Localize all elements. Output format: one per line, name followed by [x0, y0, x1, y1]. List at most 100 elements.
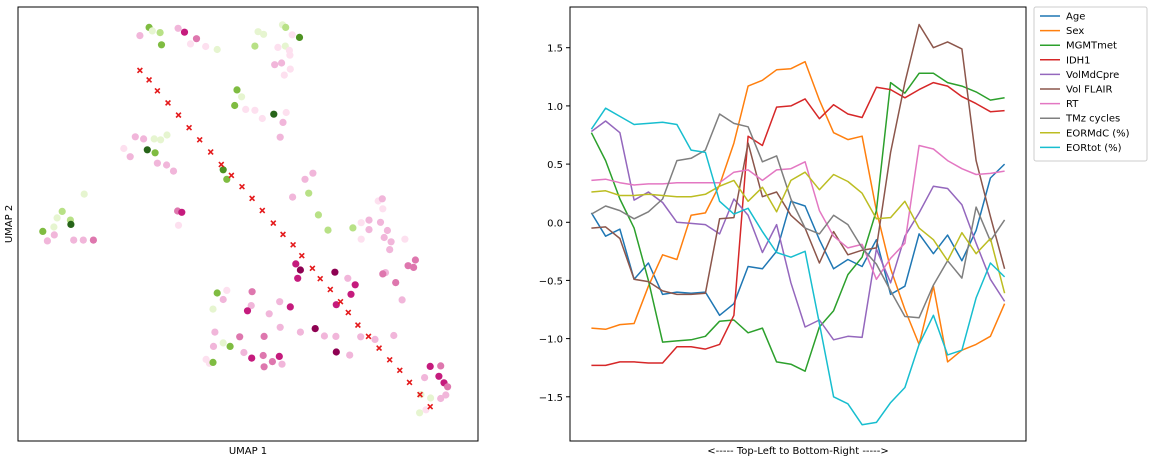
series-line: [591, 144, 1005, 281]
umap-sample-point: [427, 394, 435, 402]
feature-y-axis-ticks: −1.5 −1.0 −0.5 0.0 0.5 1.0 1.5: [539, 44, 570, 404]
trajectory-marker: [218, 161, 225, 168]
series-line: [591, 171, 1006, 294]
umap-scatter-marks: [39, 21, 452, 417]
umap-sample-point: [404, 262, 412, 270]
umap-sample-point: [331, 268, 339, 276]
y-tick-label: 0.5: [547, 160, 563, 171]
umap-sample-point: [365, 226, 373, 234]
trajectory-marker: [376, 345, 383, 352]
trajectory-marker: [280, 231, 286, 238]
umap-sample-point: [150, 135, 158, 143]
umap-sample-point: [442, 391, 450, 399]
umap-sample-point: [332, 332, 340, 340]
umap-sample-point: [296, 328, 304, 336]
umap-sample-point: [282, 23, 290, 31]
umap-sample-point: [260, 332, 268, 340]
umap-sample-point: [259, 351, 267, 360]
trajectory-marker: [196, 136, 203, 143]
umap-sample-point: [301, 175, 309, 183]
umap-sample-point: [258, 114, 266, 123]
umap-sample-point: [120, 144, 128, 153]
umap-sample-point: [70, 236, 78, 244]
umap-sample-point: [213, 289, 221, 297]
umap-sample-point: [296, 266, 304, 274]
umap-sample-point: [282, 108, 290, 117]
umap-sample-point: [305, 189, 313, 197]
umap-x-axis-label: UMAP 1: [229, 446, 267, 457]
y-tick-label: 1.5: [547, 44, 563, 55]
umap-sample-point: [251, 42, 259, 50]
umap-sample-point: [247, 302, 255, 310]
umap-sample-point: [157, 136, 165, 144]
umap-sample-point: [50, 231, 58, 239]
trajectory-marker: [186, 124, 193, 131]
umap-sample-point: [213, 45, 221, 54]
trajectory-marker: [317, 275, 324, 282]
trajectory-marker: [298, 252, 305, 259]
umap-sample-point: [286, 51, 294, 59]
umap-sample-point: [387, 238, 395, 246]
umap-sample-point: [320, 332, 328, 340]
umap-sample-point: [279, 118, 287, 126]
umap-sample-point: [437, 394, 445, 403]
trajectory-marker: [327, 286, 334, 293]
umap-sample-point: [278, 59, 286, 67]
feature-x-axis-label: <----- Top-Left to Bottom-Right ----->: [707, 446, 889, 457]
feature-lines: [590, 23, 1006, 426]
umap-sample-point: [295, 33, 304, 42]
umap-sample-point: [265, 310, 273, 318]
umap-sample-point: [357, 235, 365, 243]
y-tick-label: −1.5: [539, 393, 563, 404]
umap-sample-point: [435, 372, 443, 380]
trajectory-marker: [386, 356, 393, 363]
umap-sample-point: [174, 221, 183, 229]
umap-sample-point: [140, 135, 148, 143]
umap-sample-point: [254, 28, 262, 36]
umap-sample-point: [169, 167, 178, 175]
umap-sample-point: [209, 305, 217, 313]
umap-y-axis-label: UMAP 2: [4, 205, 15, 243]
umap-sample-point: [349, 224, 357, 232]
umap-sample-point: [157, 41, 166, 49]
umap-sample-point: [223, 286, 231, 294]
trajectory-marker: [259, 207, 266, 214]
series-line: [590, 107, 1006, 426]
legend-label: VolMdCpre: [1066, 70, 1119, 81]
umap-sample-point: [380, 233, 388, 242]
umap-sample-point: [50, 223, 58, 231]
umap-sample-point: [398, 296, 406, 304]
umap-sample-point: [136, 31, 144, 40]
umap-sample-point: [58, 207, 66, 215]
umap-sample-point: [294, 274, 302, 282]
feature-plot-frame: [569, 6, 1027, 442]
umap-sample-point: [332, 301, 340, 309]
umap-sample-point: [143, 146, 151, 154]
umap-sample-point: [275, 352, 283, 360]
umap-sample-point: [67, 220, 75, 228]
umap-sample-point: [148, 27, 156, 35]
trajectory-marker: [417, 391, 423, 398]
umap-sample-point: [437, 362, 445, 370]
umap-sample-point: [344, 274, 352, 282]
umap-sample-point: [314, 211, 322, 219]
trajectory-marker: [228, 172, 235, 179]
umap-sample-point: [444, 383, 452, 391]
legend-label: EORtot (%): [1066, 143, 1122, 154]
y-tick-label: −0.5: [539, 276, 563, 287]
umap-sample-point: [131, 133, 139, 141]
trajectory-marker: [290, 241, 297, 248]
umap-sample-point: [236, 333, 244, 341]
umap-sample-point: [238, 93, 246, 101]
umap-sample-point: [240, 348, 248, 357]
umap-sample-point: [371, 335, 379, 343]
umap-sample-point: [219, 339, 227, 347]
umap-sample-point: [332, 348, 340, 356]
y-tick-label: 1.0: [547, 102, 563, 113]
y-tick-label: −1.0: [539, 335, 563, 346]
legend: Age Sex MGMTmet IDH1 VolMdCpre Vol FLAIR RT TMz…: [1033, 6, 1148, 162]
umap-sample-point: [202, 42, 210, 51]
umap-sample-point: [378, 195, 386, 203]
trajectory-marker: [270, 220, 277, 227]
